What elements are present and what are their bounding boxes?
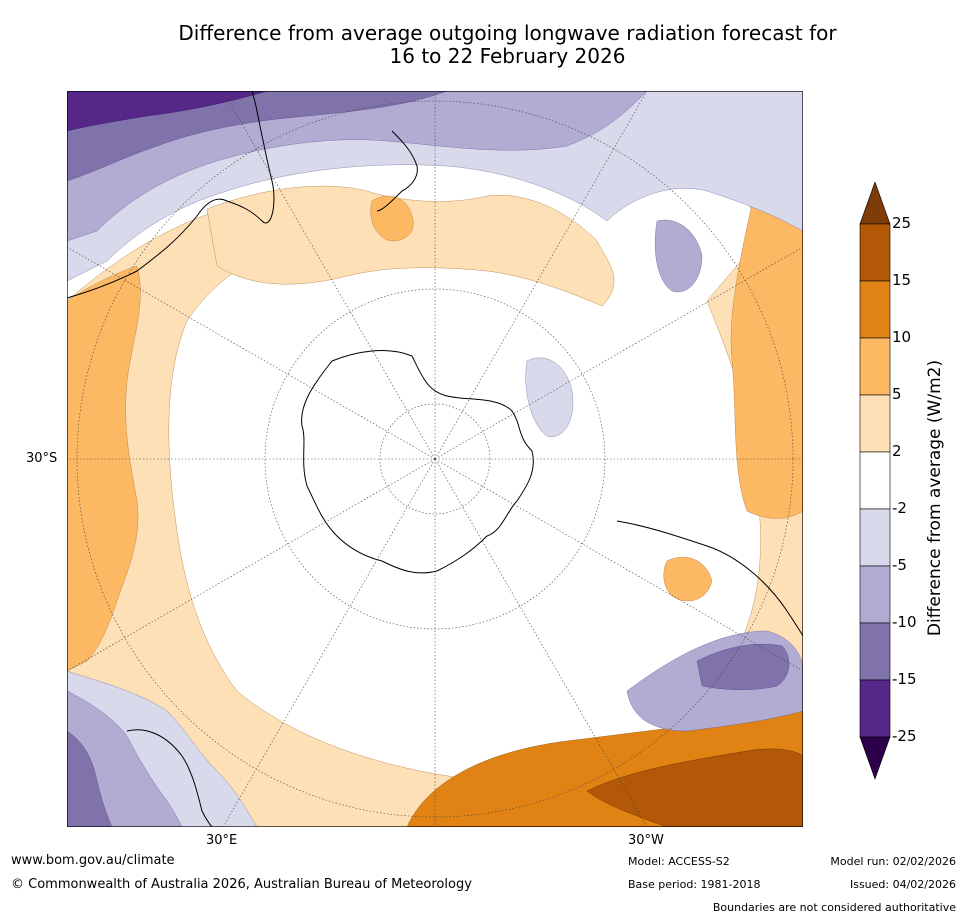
lat-circle-60 (379, 403, 491, 515)
footer-website[interactable]: www.bom.gov.au/climate (11, 853, 175, 868)
meridian-210 (434, 91, 648, 460)
anomaly-neg10-neg15-bottom-right (696, 643, 790, 690)
meridian-150 (222, 91, 436, 460)
colorbar-tick-label: 15 (892, 271, 912, 289)
anomaly-neg5-neg10-pacific (654, 219, 703, 293)
colorbar-title: Difference from average (W/m2) (925, 359, 945, 637)
anomaly-10-15-south (586, 748, 803, 827)
anomaly-neg15-neg25-top (67, 91, 268, 132)
colorbar-tick-label: 2 (892, 442, 902, 460)
meridian-120 (67, 246, 436, 460)
colorbar-segment (859, 337, 891, 396)
meridian-240 (434, 246, 803, 460)
colorbar-tick-label: 25 (892, 214, 912, 232)
south-america-coast (616, 520, 803, 637)
coastlines (67, 91, 803, 827)
map-title: Difference from average outgoing longwav… (0, 22, 965, 68)
colorbar-tick-label: -25 (892, 727, 917, 745)
antarctica-coast (301, 350, 534, 574)
colorbar-tick-label: -10 (892, 613, 917, 631)
colorbar-segment (859, 565, 891, 624)
anomaly-5-10-sa (663, 556, 713, 602)
anomaly-neg10-neg15-bottom-left (67, 730, 113, 827)
title-line-2: 16 to 22 February 2026 (389, 44, 626, 68)
colorbar-segment (859, 451, 891, 510)
colorbar-segment (859, 679, 891, 738)
colorbar-tick-label: 5 (892, 385, 902, 403)
colorbar (858, 181, 892, 782)
map-frame (67, 91, 803, 827)
colorbar-segment (859, 508, 891, 567)
colorbar-segment (859, 223, 891, 282)
map-panel[interactable] (67, 91, 803, 827)
lat-label-30s: 30°S (26, 451, 58, 466)
meridian-330 (434, 458, 648, 827)
anomaly-neg2-neg5-pacific (525, 357, 574, 437)
anomaly-2-5-top (206, 185, 615, 307)
colorbar-segment (859, 280, 891, 339)
polar-map[interactable] (67, 91, 803, 827)
anomaly-5-10-west (67, 265, 141, 672)
lat-circle-30 (264, 288, 606, 630)
australia-coast (67, 91, 275, 299)
lon-label-30e: 30°E (206, 833, 238, 848)
title-line-1: Difference from average outgoing longwav… (178, 21, 837, 45)
colorbar-segment (859, 394, 891, 453)
africa-coast (126, 729, 213, 827)
meridian-60 (67, 458, 436, 672)
colorbar-extend-bottom (859, 736, 891, 780)
meridian-30 (222, 458, 436, 827)
graticule (67, 91, 803, 827)
colorbar-segment (859, 622, 891, 681)
footer-copyright: © Commonwealth of Australia 2026, Austra… (11, 877, 472, 892)
colorbar-tick-label: -5 (892, 556, 907, 574)
footer-issued: Issued: 04/02/2026 (849, 878, 956, 891)
colorbar-tick-label: 10 (892, 328, 912, 346)
footer-model: Model: ACCESS-S2 (628, 855, 730, 868)
colorbar-tick-label: -2 (892, 499, 907, 517)
colorbar-svg (859, 181, 891, 780)
footer-model-run: Model run: 02/02/2026 (830, 855, 956, 868)
lon-label-30w: 30°W (628, 833, 664, 848)
colorbar-tick-label: -15 (892, 670, 917, 688)
meridian-300 (434, 458, 803, 672)
new-zealand-coast (376, 130, 418, 212)
footer-base-period: Base period: 1981-2018 (628, 878, 761, 891)
footer-boundaries: Boundaries are not considered authoritat… (712, 901, 956, 914)
colorbar-extend-top (859, 181, 891, 225)
